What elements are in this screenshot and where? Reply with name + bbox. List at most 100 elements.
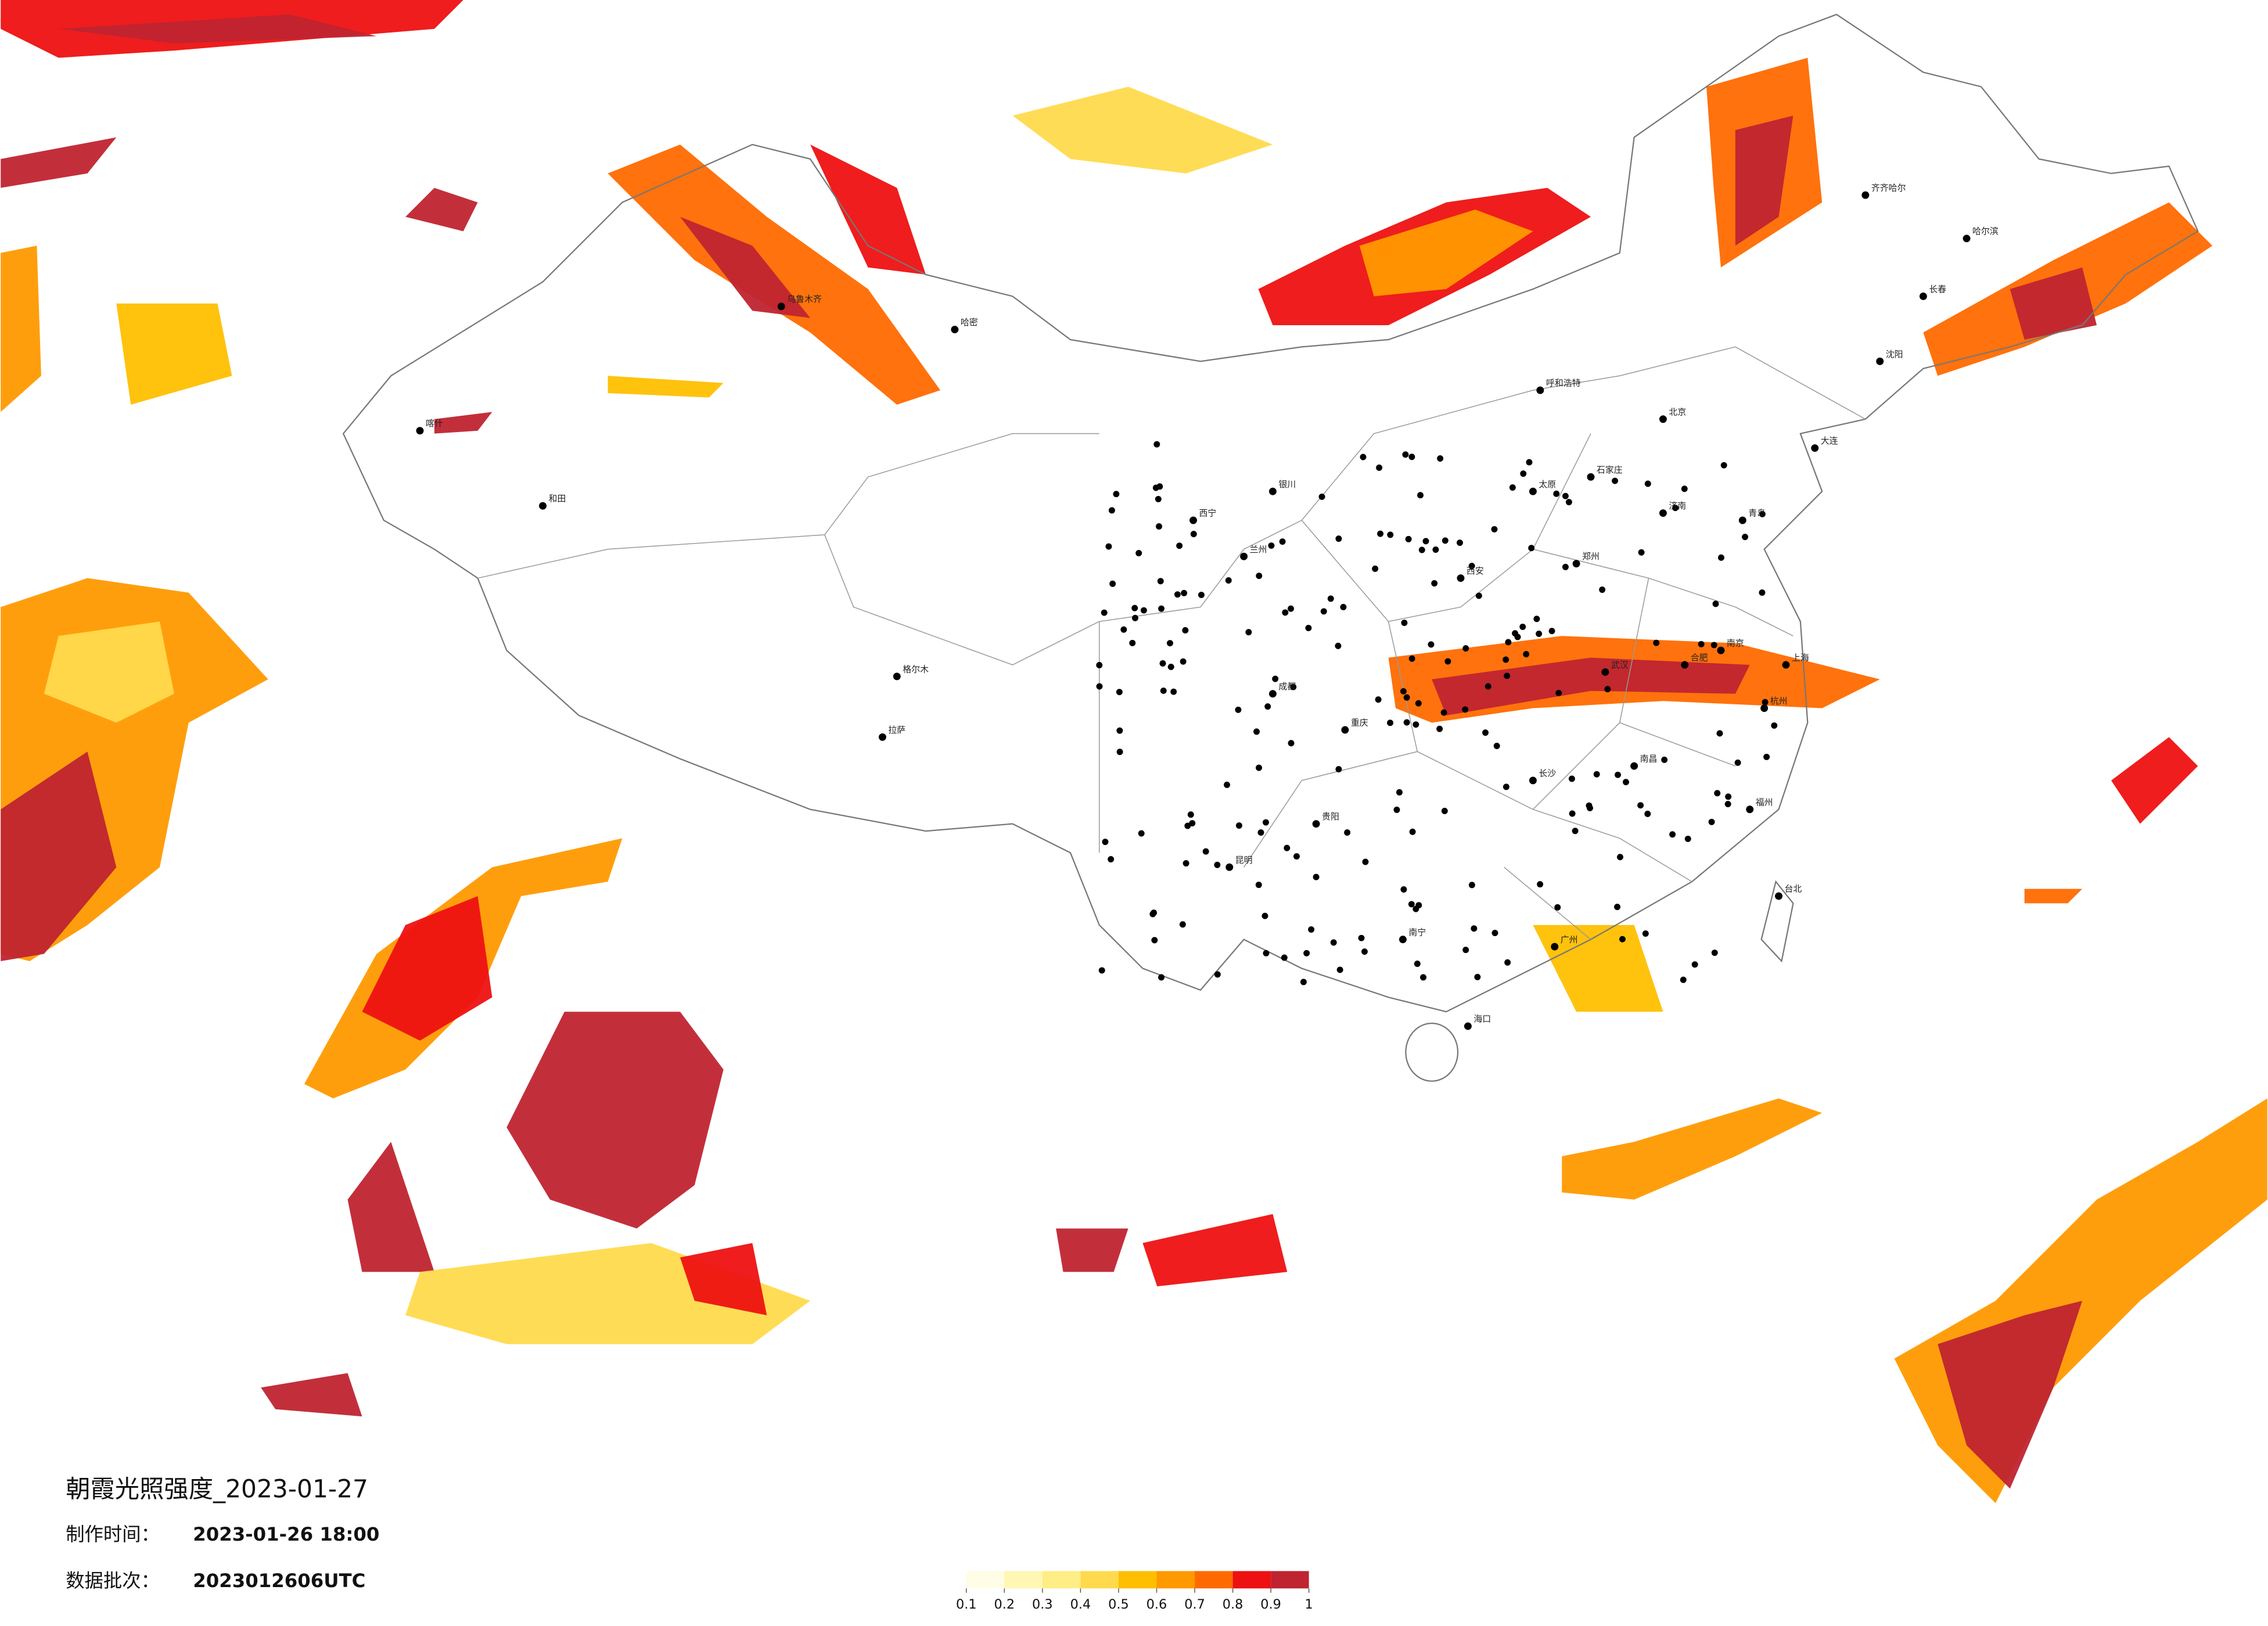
city-dot: [1725, 793, 1732, 800]
city-dot: [1290, 684, 1297, 690]
city-dot: [1181, 589, 1188, 596]
city-dot: [1503, 783, 1509, 790]
city-dot: [1116, 689, 1123, 696]
city-dot: [1691, 961, 1698, 968]
city-dot: [1361, 948, 1368, 955]
city-dot: [1340, 603, 1347, 610]
city-dot: [1152, 484, 1159, 491]
city-dot: [1428, 641, 1435, 648]
city-label: 台北: [1785, 884, 1802, 894]
city-dot: [1362, 858, 1369, 865]
made-label: 制作时间：: [66, 1523, 160, 1545]
intensity-patch: [1012, 87, 1273, 174]
city-dot: [1462, 645, 1469, 652]
city-label: 拉萨: [888, 725, 905, 735]
city-dot: [1457, 574, 1465, 582]
city-dot: [1189, 820, 1196, 827]
city-dot: [1403, 719, 1410, 726]
city-dot: [1491, 526, 1498, 533]
city-dot: [1376, 464, 1383, 471]
intensity-patch: [1, 137, 117, 188]
city-dot: [1116, 749, 1123, 756]
city-label: 广州: [1561, 934, 1578, 945]
taiwan-border: [1760, 880, 1794, 963]
city-label: 武汉: [1611, 660, 1629, 670]
city-dot: [1680, 976, 1687, 983]
city-label: 银川: [1278, 479, 1296, 490]
city-dot: [1444, 658, 1451, 665]
city-dot: [1661, 756, 1668, 763]
city-dot: [1536, 386, 1544, 394]
city-dot: [1341, 726, 1349, 734]
city-dot: [1412, 721, 1419, 728]
city-dot: [1408, 655, 1415, 662]
city-dot: [1468, 882, 1475, 888]
city-dot: [1415, 902, 1422, 909]
city-dot: [1166, 640, 1173, 647]
city-label: 海口: [1473, 1014, 1491, 1024]
city-label: 南昌: [1640, 754, 1658, 764]
city-dot: [1293, 853, 1300, 860]
city-dot: [1474, 974, 1481, 980]
city-dot: [1659, 415, 1667, 423]
city-dot: [1762, 699, 1769, 706]
city-label: 贵阳: [1322, 811, 1339, 822]
intensity-patch: [1533, 924, 1663, 1012]
city-dot: [1509, 484, 1516, 491]
colorbar-swatch: [1156, 1571, 1195, 1589]
city-label: 南京: [1727, 638, 1744, 649]
city-dot: [1442, 537, 1448, 544]
city-dot: [1471, 925, 1478, 932]
city-dot: [1505, 639, 1512, 646]
intensity-patch: [1056, 1228, 1128, 1272]
city-label: 济南: [1669, 501, 1686, 511]
batch-label: 数据批次：: [66, 1570, 160, 1592]
intensity-patch: [347, 1142, 434, 1272]
city-dot: [1475, 592, 1482, 599]
city-label: 长春: [1929, 284, 1946, 294]
city-dot: [1344, 829, 1351, 836]
city-label: 喀什: [426, 418, 443, 429]
city-dot: [1738, 516, 1746, 524]
city-dot: [1482, 729, 1489, 736]
city-label: 大连: [1821, 436, 1838, 446]
city-dot: [1698, 641, 1705, 647]
city-dot: [1393, 807, 1400, 813]
hainan-border: [1405, 1023, 1459, 1082]
city-dot: [1593, 771, 1600, 778]
city-dot: [1096, 683, 1103, 690]
city-dot: [1312, 820, 1320, 828]
city-dot: [1279, 538, 1286, 545]
city-dot: [1263, 949, 1270, 956]
city-dot: [1601, 668, 1609, 676]
intensity-patch: [1359, 209, 1533, 297]
city-dot: [1184, 822, 1191, 829]
city-dot: [1281, 954, 1288, 961]
colorbar-tick-label: 0.9: [1260, 1597, 1281, 1612]
city-dot: [1151, 937, 1158, 944]
city-dot: [1308, 926, 1315, 933]
city-dot: [1102, 839, 1109, 846]
city-label: 沈阳: [1886, 349, 1903, 359]
colorbar-tick-label: 0.6: [1146, 1597, 1167, 1612]
city-dot: [1528, 545, 1535, 552]
city-dot: [1672, 505, 1679, 512]
city-label: 哈密: [961, 317, 978, 328]
city-dot: [1190, 531, 1197, 538]
city-dot: [1504, 672, 1511, 679]
city-dot: [1638, 549, 1645, 556]
city-dot: [1224, 781, 1231, 788]
colorbar: 0.1 0.2 0.3 0.4 0.5 0.6 0.7 0.8 0.9 1: [956, 1571, 1313, 1612]
city-dot: [1763, 753, 1770, 760]
city-dot: [1140, 607, 1147, 614]
city-dot: [1202, 848, 1209, 855]
city-dot: [1775, 892, 1783, 900]
intensity-patch: [1735, 116, 1793, 246]
city-dot: [1503, 656, 1509, 663]
city-label: 西宁: [1199, 508, 1217, 519]
city-label: 西安: [1467, 566, 1484, 576]
city-label: 成都: [1278, 681, 1296, 692]
intensity-patch: [1, 246, 41, 412]
intensity-patch: [261, 1373, 362, 1417]
